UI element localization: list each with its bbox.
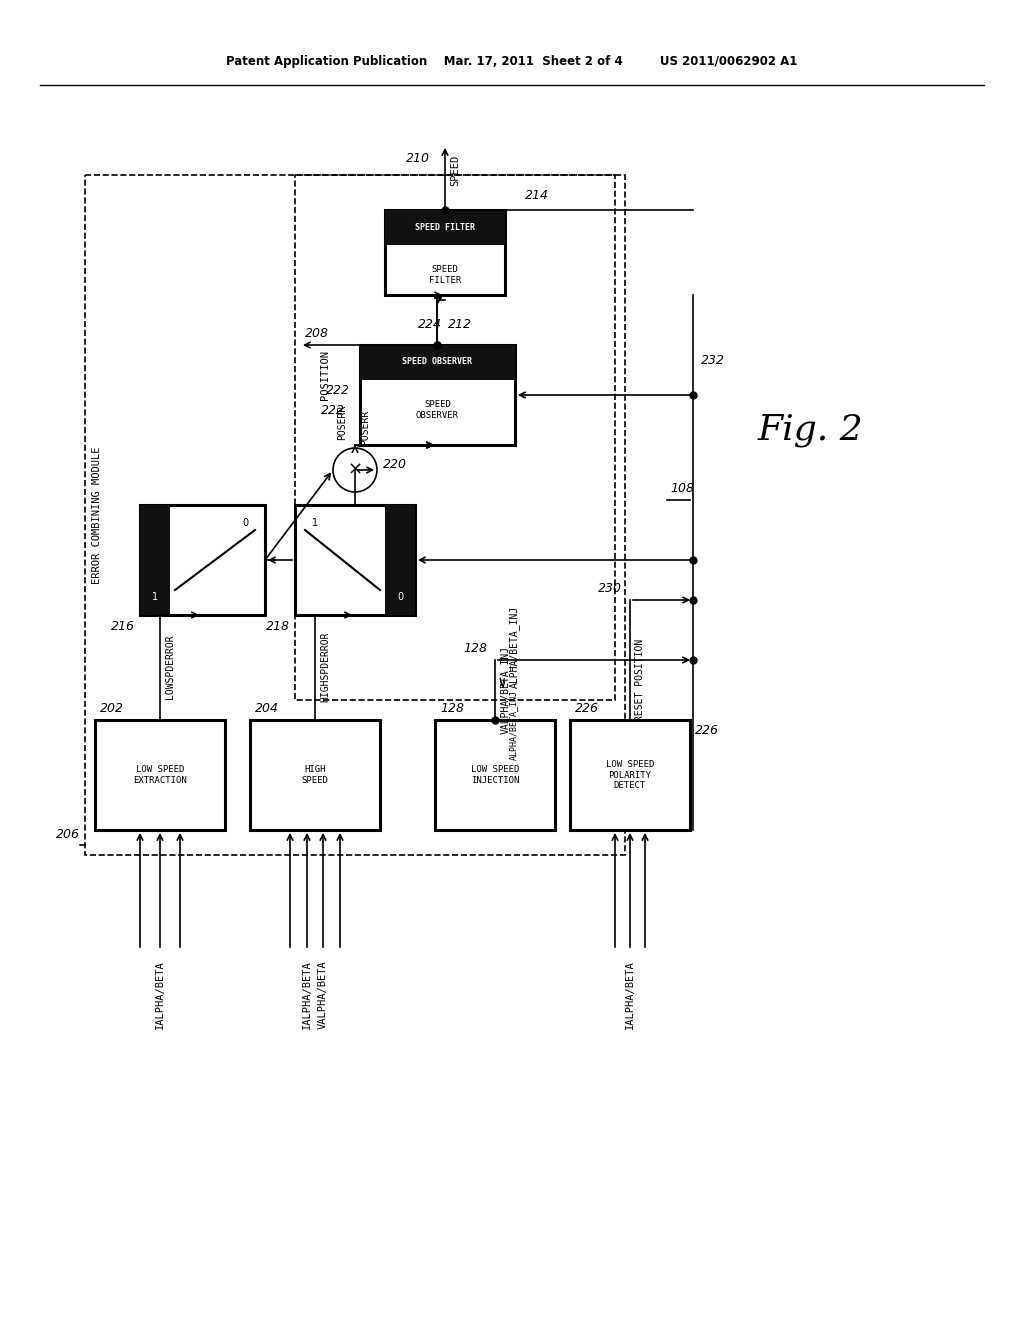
Bar xyxy=(570,719,690,830)
Text: 224: 224 xyxy=(418,318,442,331)
Text: LOW SPEED
POLARITY
DETECT: LOW SPEED POLARITY DETECT xyxy=(606,760,654,789)
Text: POSERR: POSERR xyxy=(337,405,347,440)
Text: RESET POSITION: RESET POSITION xyxy=(635,639,645,721)
Text: VALPHA/BETA_INJ: VALPHA/BETA_INJ xyxy=(500,645,511,734)
Text: 210: 210 xyxy=(406,152,430,165)
Bar xyxy=(385,506,415,615)
Text: 0: 0 xyxy=(397,591,403,602)
Text: IALPHA/BETA: IALPHA/BETA xyxy=(155,960,165,1028)
Text: 206: 206 xyxy=(56,829,80,842)
Text: 212: 212 xyxy=(449,318,472,331)
Bar xyxy=(385,210,505,294)
Text: 1: 1 xyxy=(152,591,158,602)
Text: HIGHSPDERROR: HIGHSPDERROR xyxy=(319,632,330,702)
Bar xyxy=(95,719,225,830)
Text: ×: × xyxy=(347,461,362,479)
Bar xyxy=(435,719,555,830)
Text: Patent Application Publication    Mar. 17, 2011  Sheet 2 of 4         US 2011/00: Patent Application Publication Mar. 17, … xyxy=(226,55,798,69)
Text: LOW SPEED
INJECTION: LOW SPEED INJECTION xyxy=(471,766,519,784)
Text: 226: 226 xyxy=(575,702,599,715)
Text: 220: 220 xyxy=(383,458,407,471)
Text: 218: 218 xyxy=(266,620,290,634)
Text: IALPHA/BETA: IALPHA/BETA xyxy=(625,960,635,1028)
Text: 230: 230 xyxy=(598,582,622,595)
Text: Fig. 2: Fig. 2 xyxy=(757,413,863,447)
Text: 226: 226 xyxy=(695,723,719,737)
Bar xyxy=(295,506,415,615)
Text: SPEED FILTER: SPEED FILTER xyxy=(415,223,475,231)
Text: 128: 128 xyxy=(440,702,464,715)
Bar xyxy=(360,345,515,445)
Text: SPEED: SPEED xyxy=(450,154,460,186)
Text: V: V xyxy=(500,680,506,690)
Bar xyxy=(360,345,515,380)
Text: 204: 204 xyxy=(255,702,279,715)
Text: ERROR COMBINING MODULE: ERROR COMBINING MODULE xyxy=(92,446,102,583)
Text: 202: 202 xyxy=(100,702,124,715)
Text: SPEED
OBSERVER: SPEED OBSERVER xyxy=(416,400,459,420)
Text: 1: 1 xyxy=(312,517,318,528)
Text: 222: 222 xyxy=(321,404,345,417)
Bar xyxy=(85,176,625,855)
Text: 108: 108 xyxy=(670,482,694,495)
Bar xyxy=(250,719,380,830)
Bar xyxy=(295,176,615,700)
Text: 216: 216 xyxy=(111,620,135,634)
Text: ALPHA/BETA_INJ: ALPHA/BETA_INJ xyxy=(509,606,520,688)
Text: 0: 0 xyxy=(242,517,248,528)
Text: IALPHA/BETA: IALPHA/BETA xyxy=(302,960,312,1028)
Text: 232: 232 xyxy=(701,354,725,367)
Text: 128: 128 xyxy=(463,642,487,655)
Text: LOW SPEED
EXTRACTION: LOW SPEED EXTRACTION xyxy=(133,766,186,784)
Text: SPEED
FILTER: SPEED FILTER xyxy=(429,265,461,285)
Text: POSERR: POSERR xyxy=(360,411,370,445)
Text: ALPHA/BETA_INJ: ALPHA/BETA_INJ xyxy=(509,690,518,760)
Bar xyxy=(140,506,265,615)
Text: V: V xyxy=(499,678,505,688)
Text: POSITION: POSITION xyxy=(319,350,330,400)
Text: LOWSPDERROR: LOWSPDERROR xyxy=(165,635,175,700)
Text: 208: 208 xyxy=(305,327,329,341)
Text: SPEED OBSERVER: SPEED OBSERVER xyxy=(402,358,472,367)
Bar xyxy=(385,210,505,246)
Text: HIGH
SPEED: HIGH SPEED xyxy=(301,766,329,784)
Text: 222: 222 xyxy=(326,384,350,396)
Text: 214: 214 xyxy=(525,189,549,202)
Bar xyxy=(140,506,170,615)
Text: VALPHA/BETA: VALPHA/BETA xyxy=(318,960,328,1028)
